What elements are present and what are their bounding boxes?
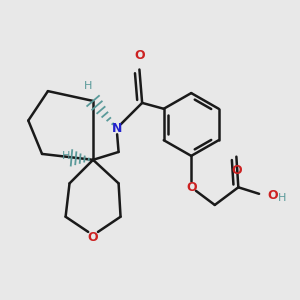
Text: H: H <box>84 81 93 91</box>
Text: O: O <box>186 181 196 194</box>
Text: O: O <box>231 164 242 177</box>
Text: N: N <box>111 122 122 135</box>
Text: H: H <box>278 193 286 203</box>
Text: O: O <box>268 189 278 203</box>
Text: O: O <box>134 50 145 62</box>
Text: H: H <box>61 151 70 161</box>
Text: O: O <box>88 231 98 244</box>
